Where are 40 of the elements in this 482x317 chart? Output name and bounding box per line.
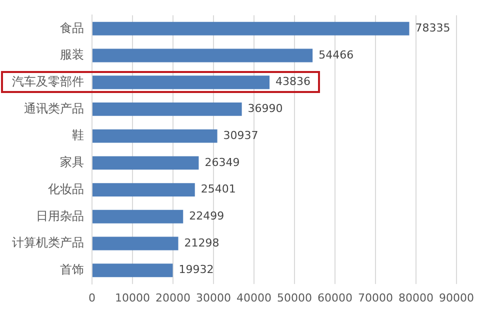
x-tick-label: 60000 bbox=[318, 291, 352, 304]
data-label: 43836 bbox=[276, 75, 311, 88]
bar bbox=[92, 102, 242, 116]
data-label: 78335 bbox=[415, 21, 450, 34]
y-tick-label: 计算机类产品 bbox=[12, 236, 84, 250]
data-label: 36990 bbox=[248, 102, 283, 116]
data-label: 21298 bbox=[184, 236, 220, 250]
y-tick-label: 家具 bbox=[60, 155, 84, 170]
data-label: 26349 bbox=[204, 156, 240, 169]
y-tick-label: 服装 bbox=[60, 48, 84, 62]
bar bbox=[92, 129, 218, 143]
x-tick-label: 50000 bbox=[277, 291, 312, 304]
bar bbox=[92, 22, 410, 36]
y-tick-label: 汽车及零部件 bbox=[12, 74, 84, 88]
bar bbox=[92, 48, 313, 62]
y-tick-label: 食品 bbox=[60, 20, 84, 35]
x-tick-label: 90000 bbox=[439, 291, 474, 304]
x-tick-label: 40000 bbox=[236, 291, 272, 304]
y-tick-label: 化妆品 bbox=[48, 182, 84, 196]
data-label: 22499 bbox=[189, 210, 224, 223]
data-label: 19932 bbox=[178, 263, 214, 276]
y-tick-label: 日用杂品 bbox=[36, 208, 84, 223]
x-tick-label: 80000 bbox=[398, 291, 434, 304]
x-tick-label: 20000 bbox=[156, 291, 190, 304]
bar bbox=[92, 264, 173, 278]
x-tick-label: 70000 bbox=[358, 291, 394, 304]
bar bbox=[92, 76, 270, 90]
bar bbox=[92, 156, 199, 170]
y-tick-label: 首饰 bbox=[60, 262, 84, 276]
y-tick-label: 鞋 bbox=[72, 128, 84, 142]
bar bbox=[92, 183, 195, 197]
x-tick-label: 0 bbox=[88, 291, 96, 304]
x-tick-label: 10000 bbox=[115, 291, 150, 304]
bar bbox=[92, 210, 184, 224]
y-tick-label: 通讯类产品 bbox=[24, 101, 84, 116]
x-tick-label: 30000 bbox=[196, 291, 231, 304]
data-label: 54466 bbox=[318, 48, 354, 62]
bar bbox=[92, 236, 178, 250]
data-label: 25401 bbox=[200, 182, 236, 196]
data-label: 30937 bbox=[223, 128, 258, 142]
